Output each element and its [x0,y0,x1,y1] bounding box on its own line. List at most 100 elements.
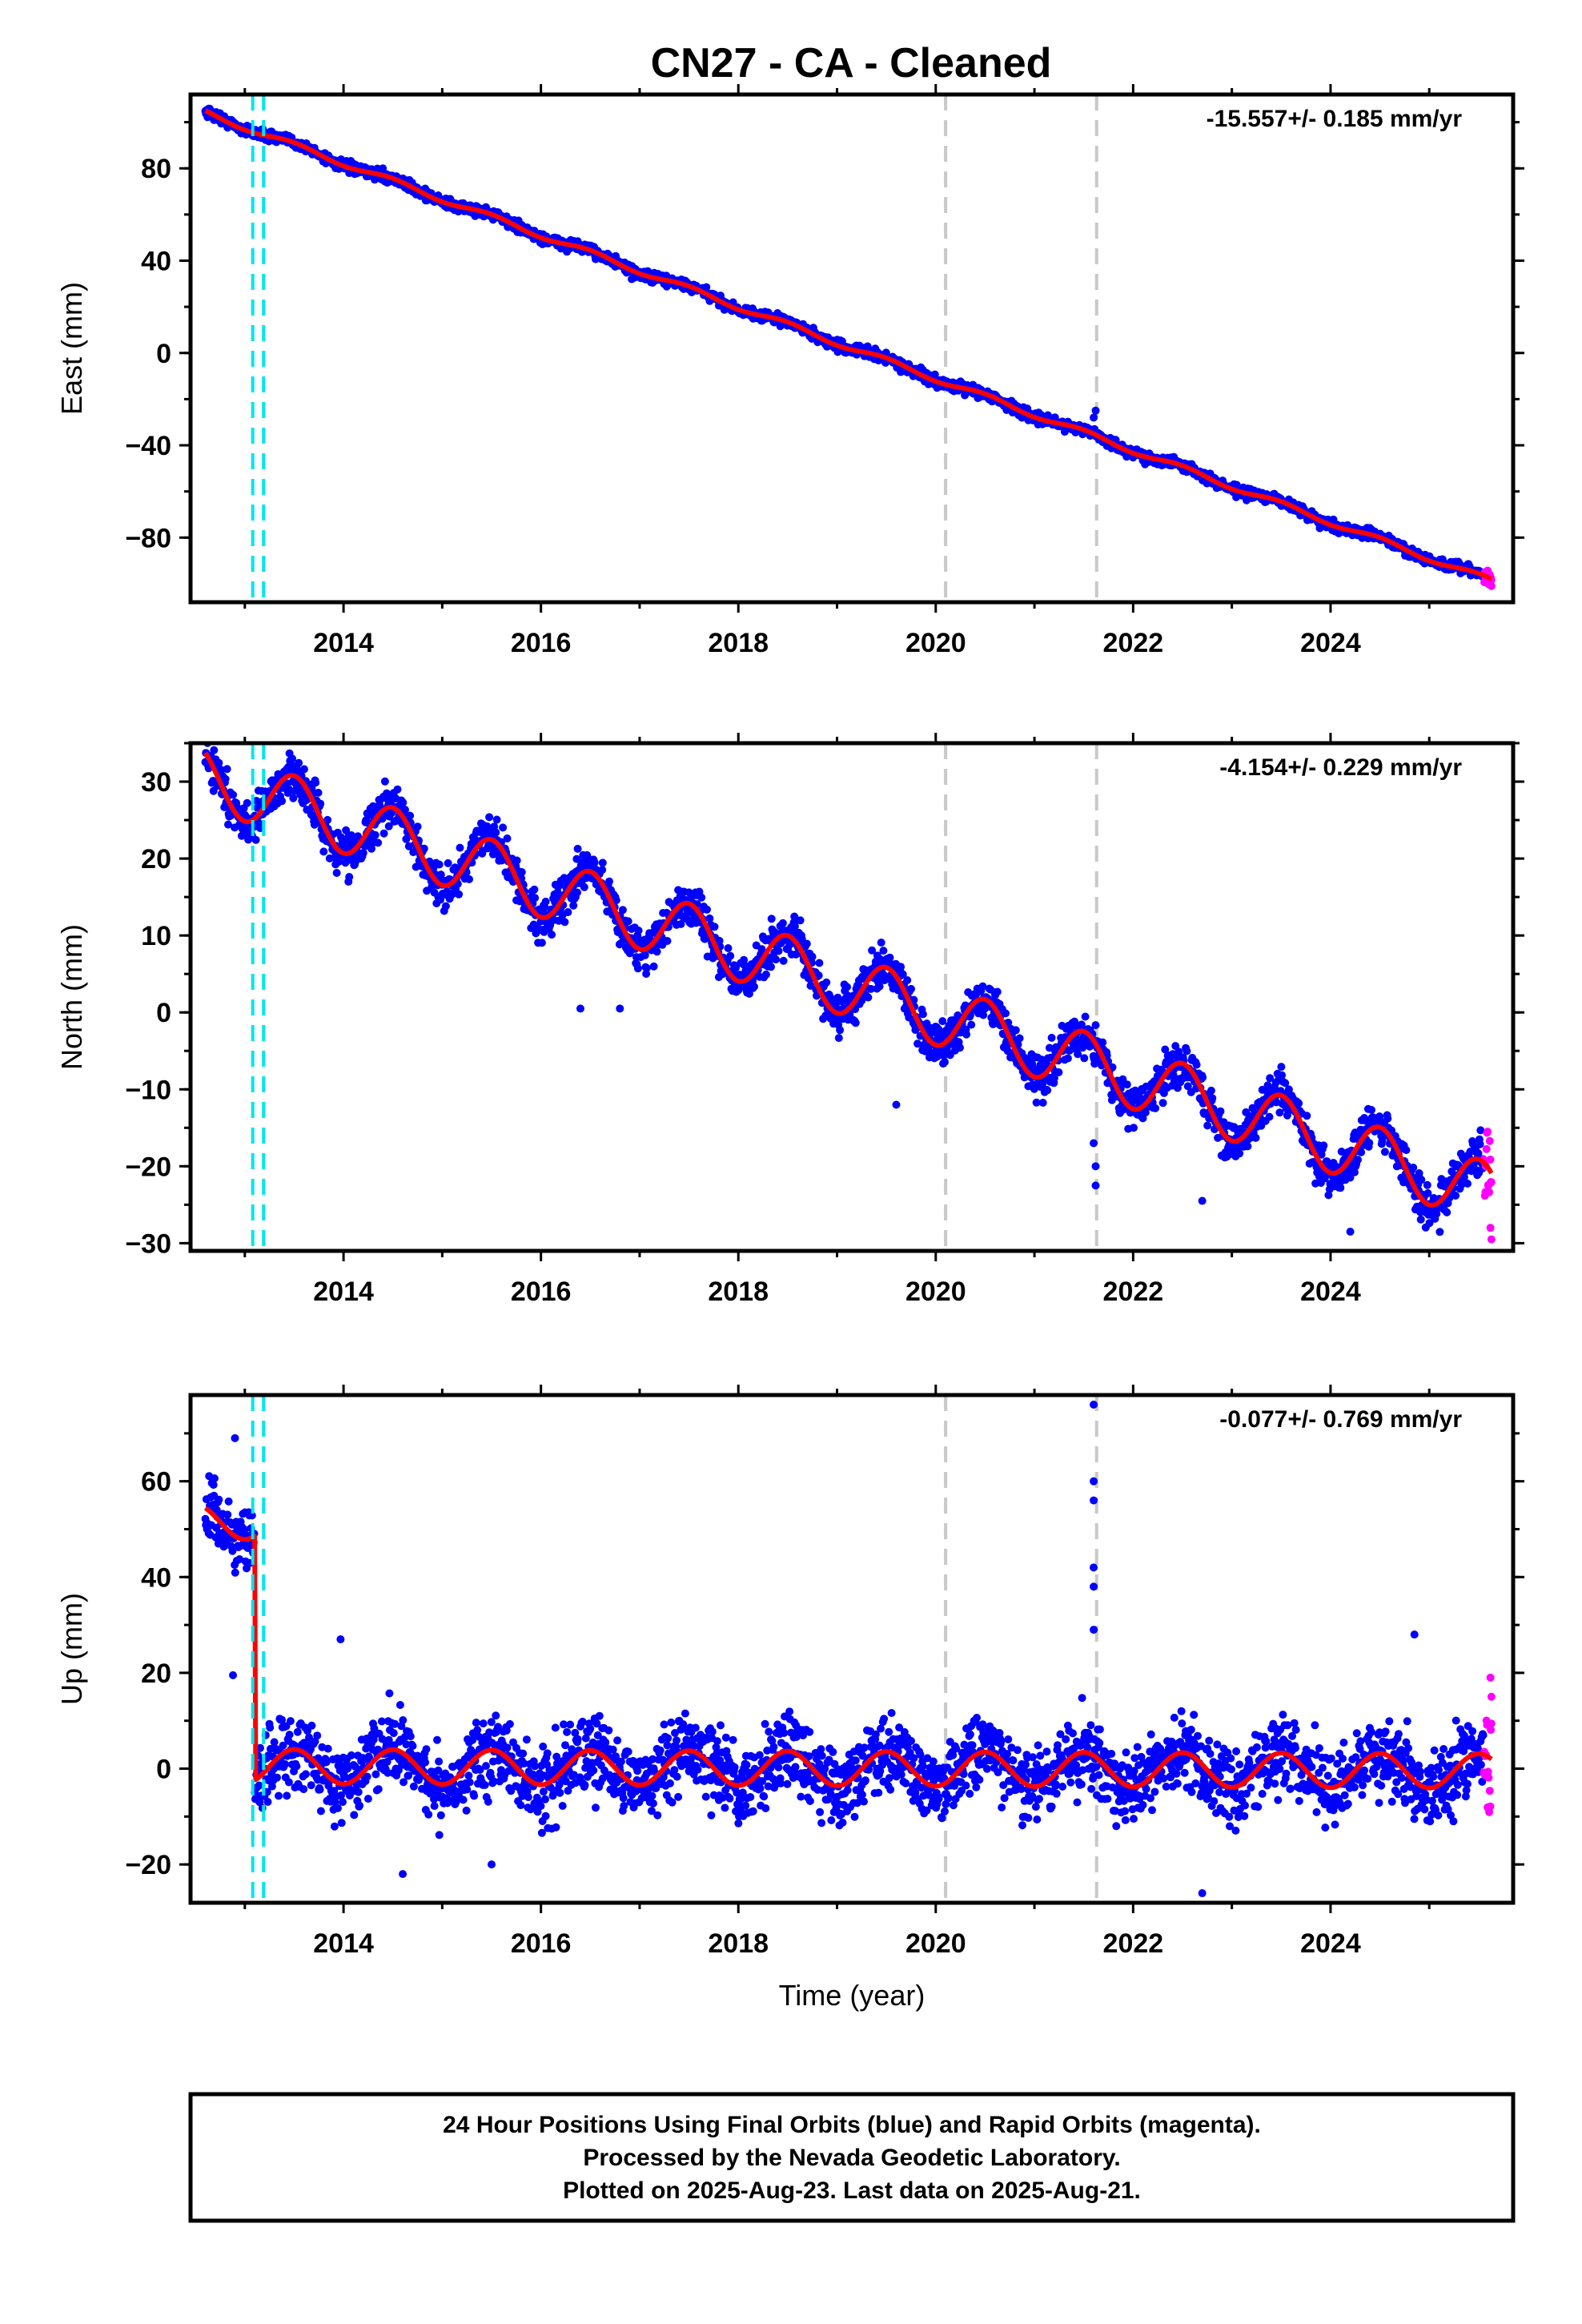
rapid-orbit-point [1484,1128,1492,1136]
final-orbit-point [295,758,303,767]
final-orbit-point [1043,1086,1052,1095]
final-orbit-point [573,844,582,853]
x-tick-label: 2014 [313,1277,374,1307]
final-orbit-point [1464,1180,1472,1188]
x-tick-label: 2020 [905,628,966,658]
final-orbit-point [598,858,607,867]
final-orbit-point [1047,1033,1056,1042]
final-orbit-point [808,952,817,961]
final-orbit-point [843,983,851,991]
outlier-point [1486,1224,1495,1232]
x-tick-label: 2016 [511,628,572,658]
figure-title: CN27 - CA - Cleaned [651,40,1052,86]
final-orbit-point [778,919,787,927]
final-orbit-point [815,959,824,967]
final-orbit-point [822,978,831,987]
final-orbit-point [1091,1021,1100,1030]
final-orbit-point [1354,1156,1362,1164]
y-tick-label: −30 [125,1228,171,1259]
final-orbit-point [649,962,658,971]
final-orbit-point [573,888,581,897]
final-orbit-point [634,927,643,935]
final-orbit-point [1367,1106,1375,1114]
rate-label: -4.154+/- 0.229 mm/yr [1219,754,1462,781]
final-orbit-point [441,902,450,911]
y-tick-label: 80 [141,154,171,184]
final-orbit-point [1015,1034,1024,1043]
rapid-orbit-point [1482,1144,1491,1153]
final-orbit-point [413,822,422,831]
final-orbit-point [1417,1176,1426,1184]
final-orbit-point [243,798,251,807]
y-tick-label: 0 [156,998,171,1028]
final-orbit-point [1243,1142,1252,1151]
x-tick-label: 2018 [708,628,769,658]
x-tick-label: 2018 [708,1277,769,1307]
final-orbit-point [802,939,811,948]
outlier-point [628,275,636,283]
y-tick-label: 30 [141,767,171,798]
final-orbit-point [1409,1164,1418,1172]
final-orbit-point [1122,1080,1131,1089]
final-orbit-point [314,788,323,797]
final-orbit-point [1383,1114,1392,1123]
final-orbit-point [231,1568,239,1577]
final-orbit-point [1199,1073,1207,1082]
final-orbit-point [851,1019,860,1027]
final-orbit-point [1038,1099,1047,1107]
rate-label: -15.557+/- 0.185 mm/yr [1207,106,1463,132]
y-tick-label: 0 [156,339,171,369]
final-orbit-point [1275,1108,1284,1117]
y-axis-label: North (mm) [55,924,88,1070]
final-orbit-point [652,947,661,956]
final-orbit-point [1207,1086,1215,1095]
final-orbit-point [406,811,415,820]
final-orbit-point [750,983,758,991]
final-orbit-point [221,774,230,783]
plot-area [201,94,1496,602]
outlier-point [1090,413,1098,422]
final-orbit-point [1063,1054,1072,1063]
final-orbit-point [907,984,915,993]
y-axis-label: East (mm) [55,282,88,415]
outlier-point [344,877,353,886]
final-orbit-point [1319,1141,1328,1150]
final-orbit-point [702,283,711,292]
final-orbit-point [1423,1180,1431,1189]
final-orbit-point [624,917,632,926]
final-orbit-point [444,858,452,867]
final-orbit-point [1054,1068,1063,1076]
final-orbit-point [1130,1124,1138,1132]
outlier-point [1090,1139,1098,1148]
x-tick-label: 2022 [1103,628,1164,658]
final-orbit-point [289,794,298,802]
outlier-point [616,1004,624,1013]
rapid-orbit-point [1486,1156,1495,1164]
final-orbit-point [215,758,223,767]
final-orbit-point [1365,1139,1374,1148]
final-orbit-point [465,875,473,883]
final-orbit-point [1435,1228,1444,1236]
final-orbit-point [299,765,308,774]
final-orbit-point [967,1020,976,1029]
final-orbit-point [359,849,367,857]
final-orbit-point [1158,1099,1167,1108]
outlier-point [1091,406,1100,415]
final-orbit-point [531,894,540,903]
final-orbit-point [877,939,885,947]
outlier-point [892,1100,901,1109]
final-orbit-point [564,908,572,916]
outlier-point [1091,1181,1100,1190]
final-orbit-point [223,1510,232,1519]
final-orbit-point [1476,1140,1484,1148]
final-orbit-point [435,860,444,869]
final-orbit-point [642,963,651,972]
final-orbit-point [1002,1009,1010,1018]
final-orbit-point [761,970,770,979]
final-orbit-point [918,1010,927,1019]
y-tick-label: 40 [141,246,171,276]
final-orbit-point [633,964,642,973]
y-tick-label: −20 [125,1152,171,1182]
final-orbit-point [774,947,783,955]
